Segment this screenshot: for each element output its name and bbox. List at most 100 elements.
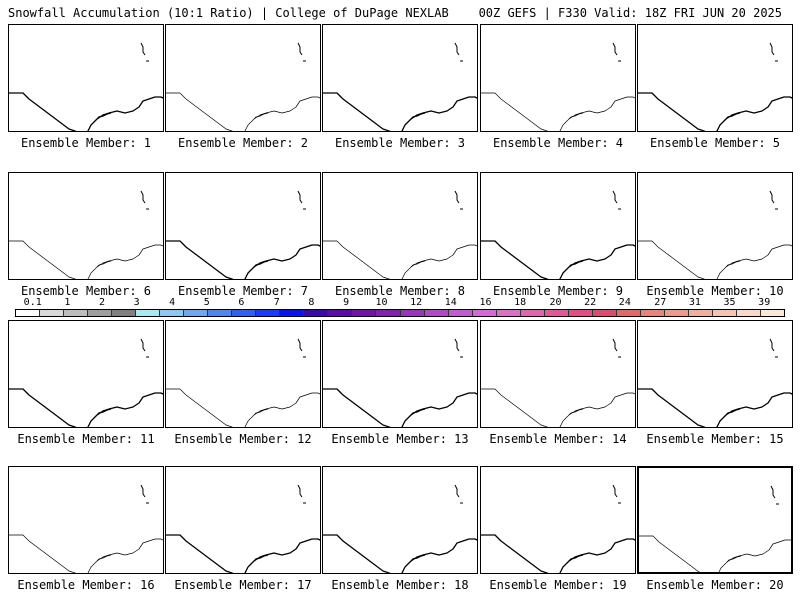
coastline-map	[9, 190, 163, 279]
ensemble-member-label: Ensemble Member: 19	[489, 578, 627, 592]
colorbar-tick-label: 0.1	[23, 297, 42, 308]
colorbar-swatch	[424, 310, 449, 316]
ensemble-map-panel	[637, 24, 793, 132]
colorbar-swatch	[88, 310, 113, 316]
colorbar-tick-label: 7	[273, 297, 280, 308]
colorbar-tick-label: 6	[238, 297, 245, 308]
ensemble-member-label: Ensemble Member: 17	[174, 578, 312, 592]
ensemble-map-panel	[322, 172, 478, 280]
colorbar-tick-label: 18	[514, 297, 527, 308]
coastline-map	[638, 190, 792, 279]
colorbar-tick-label: 39	[758, 297, 771, 308]
ensemble-member-label: Ensemble Member: 1	[20, 136, 152, 150]
colorbar-swatch	[616, 310, 641, 316]
ensemble-map-panel	[165, 172, 321, 280]
ensemble-map-panel	[480, 320, 636, 428]
colorbar-tick-label: 9	[343, 297, 350, 308]
colorbar-swatch	[280, 310, 305, 316]
coastline-map	[166, 484, 320, 573]
ensemble-member-label: Ensemble Member: 12	[174, 432, 312, 446]
colorbar-swatch	[448, 310, 473, 316]
colorbar-tick-label: 27	[654, 297, 667, 308]
colorbar-swatch	[496, 310, 521, 316]
ensemble-member-label: Ensemble Member: 6	[20, 284, 152, 298]
ensemble-map-panel	[637, 466, 793, 574]
coastline-map	[9, 42, 163, 131]
ensemble-member-label: Ensemble Member: 3	[334, 136, 466, 150]
colorbar-tick-label: 5	[203, 297, 210, 308]
ensemble-member-label: Ensemble Member: 9	[492, 284, 624, 298]
chart-title: Snowfall Accumulation (10:1 Ratio) | Col…	[8, 6, 449, 20]
colorbar-swatch	[376, 310, 401, 316]
snowfall-colorbar	[15, 309, 785, 317]
colorbar-tick-label: 3	[133, 297, 140, 308]
colorbar-swatch	[16, 310, 41, 316]
ensemble-member-label: Ensemble Member: 18	[331, 578, 469, 592]
colorbar-swatch	[736, 310, 761, 316]
coastline-map	[323, 190, 477, 279]
ensemble-member-label: Ensemble Member: 5	[649, 136, 781, 150]
ensemble-map-panel	[480, 24, 636, 132]
colorbar-swatch	[256, 310, 281, 316]
colorbar-swatch	[40, 310, 65, 316]
coastline-map	[9, 484, 163, 573]
colorbar-swatch	[568, 310, 593, 316]
colorbar-swatch	[136, 310, 161, 316]
colorbar-tick-label: 14	[444, 297, 457, 308]
colorbar-tick-label: 24	[618, 297, 631, 308]
coastline-map	[481, 190, 635, 279]
ensemble-map-panel	[8, 24, 164, 132]
model-run-info: 00Z GEFS | F330 Valid: 18Z FRI JUN 20 20…	[478, 6, 782, 20]
colorbar-swatch	[232, 310, 257, 316]
colorbar-tick-label: 12	[410, 297, 423, 308]
coastline-map	[166, 190, 320, 279]
colorbar-swatch	[184, 310, 209, 316]
colorbar-tick-label: 2	[98, 297, 106, 308]
colorbar-swatch	[328, 310, 353, 316]
colorbar-swatch	[712, 310, 737, 316]
colorbar-swatch	[400, 310, 425, 316]
colorbar-swatch	[112, 310, 137, 316]
ensemble-map-panel	[8, 466, 164, 574]
colorbar-swatch	[520, 310, 545, 316]
colorbar-tick-label: 20	[549, 297, 562, 308]
coastline-map	[638, 42, 792, 131]
colorbar-swatch	[688, 310, 713, 316]
ensemble-map-panel	[165, 24, 321, 132]
colorbar-tick-label: 1	[64, 297, 71, 308]
ensemble-map-panel	[480, 466, 636, 574]
colorbar-swatch	[64, 310, 89, 316]
ensemble-member-label: Ensemble Member: 4	[492, 136, 624, 150]
colorbar-tick-label: 31	[688, 297, 701, 308]
ensemble-member-label: Ensemble Member: 20	[646, 578, 784, 592]
ensemble-member-label: Ensemble Member: 10	[646, 284, 784, 298]
ensemble-map-panel	[8, 320, 164, 428]
ensemble-member-label: Ensemble Member: 13	[331, 432, 469, 446]
coastline-map	[481, 338, 635, 427]
ensemble-map-panel	[8, 172, 164, 280]
colorbar-tick-label: 4	[169, 297, 176, 308]
ensemble-map-panel	[637, 320, 793, 428]
ensemble-member-label: Ensemble Member: 2	[177, 136, 309, 150]
colorbar-swatch	[208, 310, 233, 316]
ensemble-map-panel	[322, 24, 478, 132]
coastline-map	[323, 338, 477, 427]
coastline-map	[639, 485, 791, 572]
colorbar-tick-label: 10	[375, 297, 388, 308]
ensemble-map-panel	[165, 466, 321, 574]
colorbar-swatch	[640, 310, 665, 316]
coastline-map	[481, 42, 635, 131]
colorbar-swatch	[592, 310, 617, 316]
ensemble-map-panel	[637, 172, 793, 280]
ensemble-member-label: Ensemble Member: 8	[334, 284, 466, 298]
coastline-map	[323, 484, 477, 573]
colorbar-swatch	[472, 310, 497, 316]
colorbar-tick-label: 8	[308, 297, 315, 308]
coastline-map	[9, 338, 163, 427]
ensemble-member-label: Ensemble Member: 11	[17, 432, 155, 446]
ensemble-member-label: Ensemble Member: 7	[177, 284, 309, 298]
colorbar-swatch	[160, 310, 185, 316]
colorbar-tick-label: 16	[479, 297, 492, 308]
colorbar-tick-labels: 0.1 1 2 3 4 5 6 7 8 9 10 12 14 16 18 20 22 24 27 31 35 39	[15, 297, 785, 309]
coastline-map	[481, 484, 635, 573]
